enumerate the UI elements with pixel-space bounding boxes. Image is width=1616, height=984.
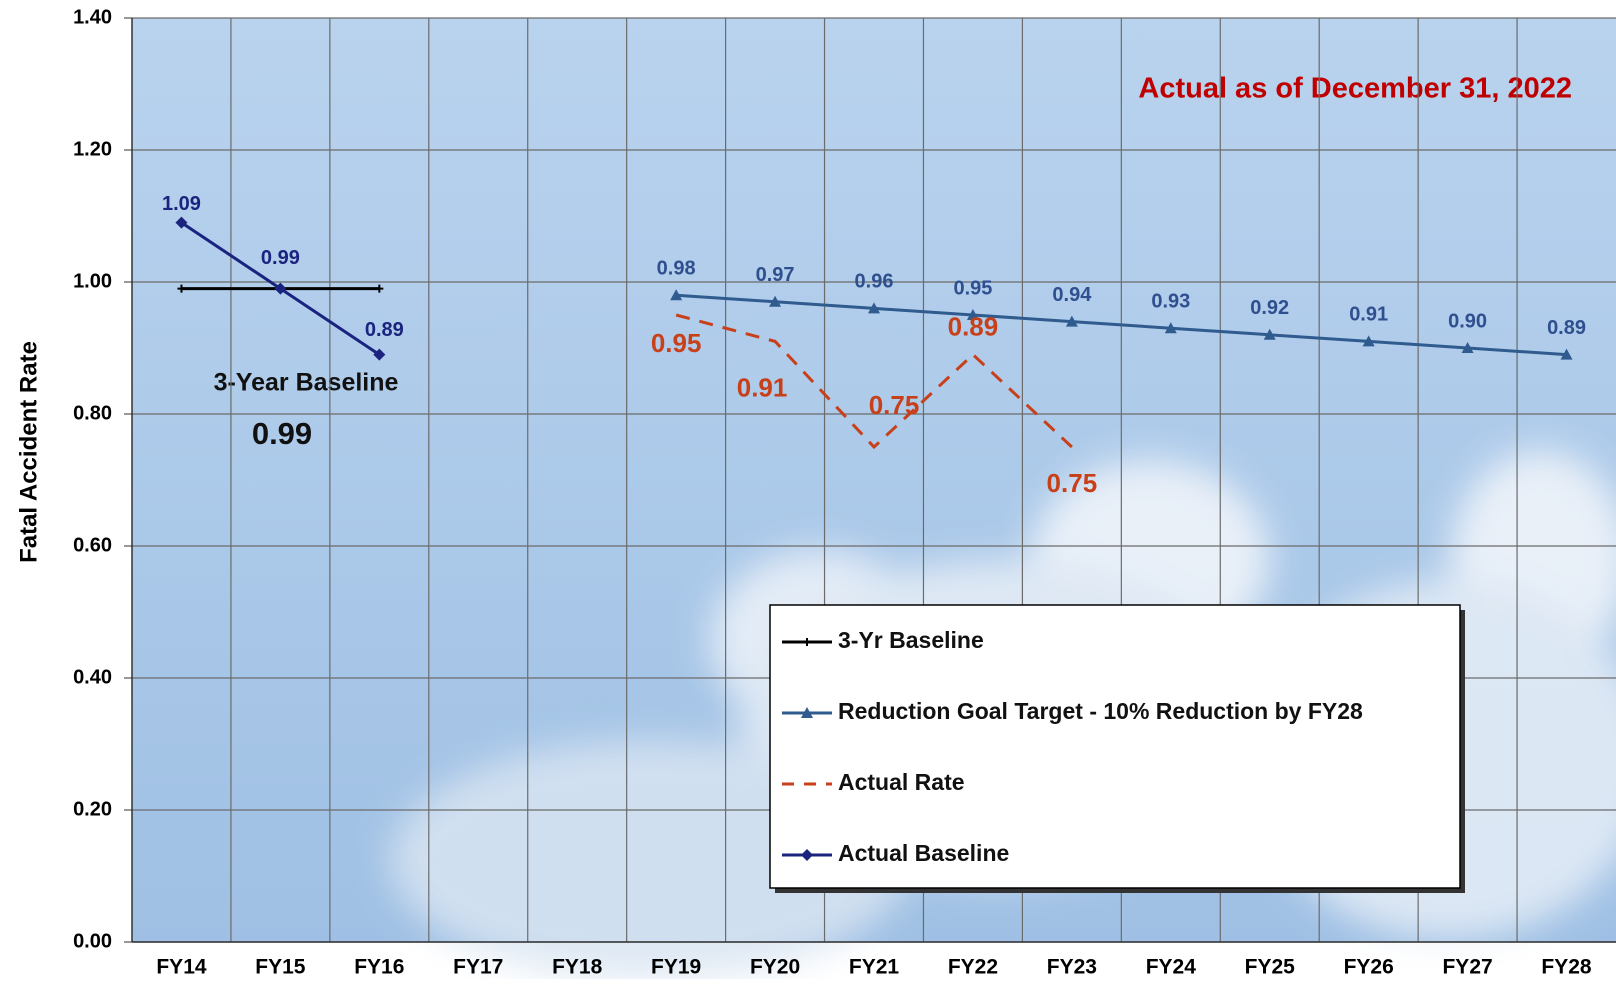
data-label: 0.90 — [1448, 310, 1487, 332]
marker — [175, 216, 188, 229]
x-tick-label: FY27 — [1442, 956, 1492, 979]
marker — [868, 302, 880, 314]
x-tick-label: FY18 — [552, 956, 603, 979]
annotation: 0.99 — [252, 416, 312, 451]
data-label: 0.99 — [261, 247, 300, 269]
y-tick-label: 1.00 — [73, 270, 112, 292]
data-label: 0.91 — [1349, 304, 1388, 326]
x-tick-label: FY16 — [354, 956, 404, 979]
marker — [801, 707, 813, 718]
y-tick-label: 0.00 — [73, 930, 112, 952]
legend-label: Actual Baseline — [838, 840, 1009, 866]
data-label: 0.93 — [1151, 290, 1190, 312]
legend: 3-Yr Baseline Reduction Goal Target - 10%… — [769, 604, 1461, 889]
legend-box — [769, 604, 1461, 889]
y-tick-label: 0.60 — [73, 534, 112, 556]
x-tick-label: FY17 — [453, 956, 503, 979]
marker — [966, 309, 979, 320]
data-label: 0.98 — [657, 257, 696, 279]
x-tick-label: FY20 — [750, 956, 800, 979]
y-tick-label: 0.40 — [73, 666, 112, 688]
marker — [274, 282, 287, 295]
y-tick-label: 0.80 — [73, 402, 112, 424]
x-tick-label: FY28 — [1541, 956, 1592, 979]
marker — [1362, 335, 1375, 347]
marker — [670, 289, 683, 301]
data-label: 0.94 — [1052, 284, 1092, 306]
x-tick-label: FY23 — [1047, 956, 1097, 979]
data-label: 0.91 — [737, 372, 788, 402]
data-label: 1.09 — [162, 193, 201, 215]
marker — [803, 638, 811, 646]
marker — [1164, 322, 1177, 334]
x-tick-label: FY15 — [255, 956, 306, 979]
series-line — [676, 293, 1567, 357]
x-tick-label: FY21 — [849, 956, 900, 979]
annotation: 3-Year Baseline — [214, 369, 399, 397]
legend-label: 3-Yr Baseline — [838, 627, 984, 653]
y-tick-label: 0.20 — [73, 798, 112, 820]
data-label: 0.95 — [953, 277, 992, 299]
marker — [1263, 328, 1276, 340]
marker — [1560, 348, 1573, 360]
data-label: 0.95 — [651, 328, 702, 358]
data-label: 0.96 — [855, 271, 894, 293]
data-label: 0.97 — [756, 264, 795, 286]
marker — [1065, 315, 1078, 327]
data-label: 0.89 — [948, 311, 999, 341]
marker — [1461, 342, 1474, 353]
legend-label: Reduction Goal Target - 10% Reduction by… — [838, 698, 1363, 724]
marker — [769, 295, 782, 307]
x-tick-label: FY19 — [651, 956, 701, 979]
series-line — [675, 313, 1073, 450]
legend-label: Actual Rate — [838, 769, 965, 795]
x-tick-label: FY22 — [948, 956, 998, 979]
data-label: 0.75 — [1047, 468, 1098, 498]
data-label: 0.89 — [365, 319, 404, 341]
marker — [177, 284, 186, 293]
marker — [375, 284, 384, 293]
annotation: Actual as of December 31, 2022 — [1138, 73, 1572, 105]
y-tick-label: 1.20 — [73, 138, 112, 160]
x-tick-label: FY25 — [1245, 956, 1296, 979]
data-label: 0.89 — [1547, 317, 1586, 339]
data-label: 0.92 — [1250, 297, 1289, 319]
x-tick-label: FY24 — [1146, 956, 1197, 979]
marker — [373, 348, 386, 361]
x-tick-label: FY14 — [156, 956, 207, 979]
y-tick-label: 1.40 — [73, 6, 112, 28]
data-label: 0.75 — [869, 390, 920, 420]
marker — [801, 849, 813, 861]
x-tick-label: FY26 — [1344, 956, 1394, 979]
y-axis-label: Fatal Accident Rate — [15, 341, 42, 563]
